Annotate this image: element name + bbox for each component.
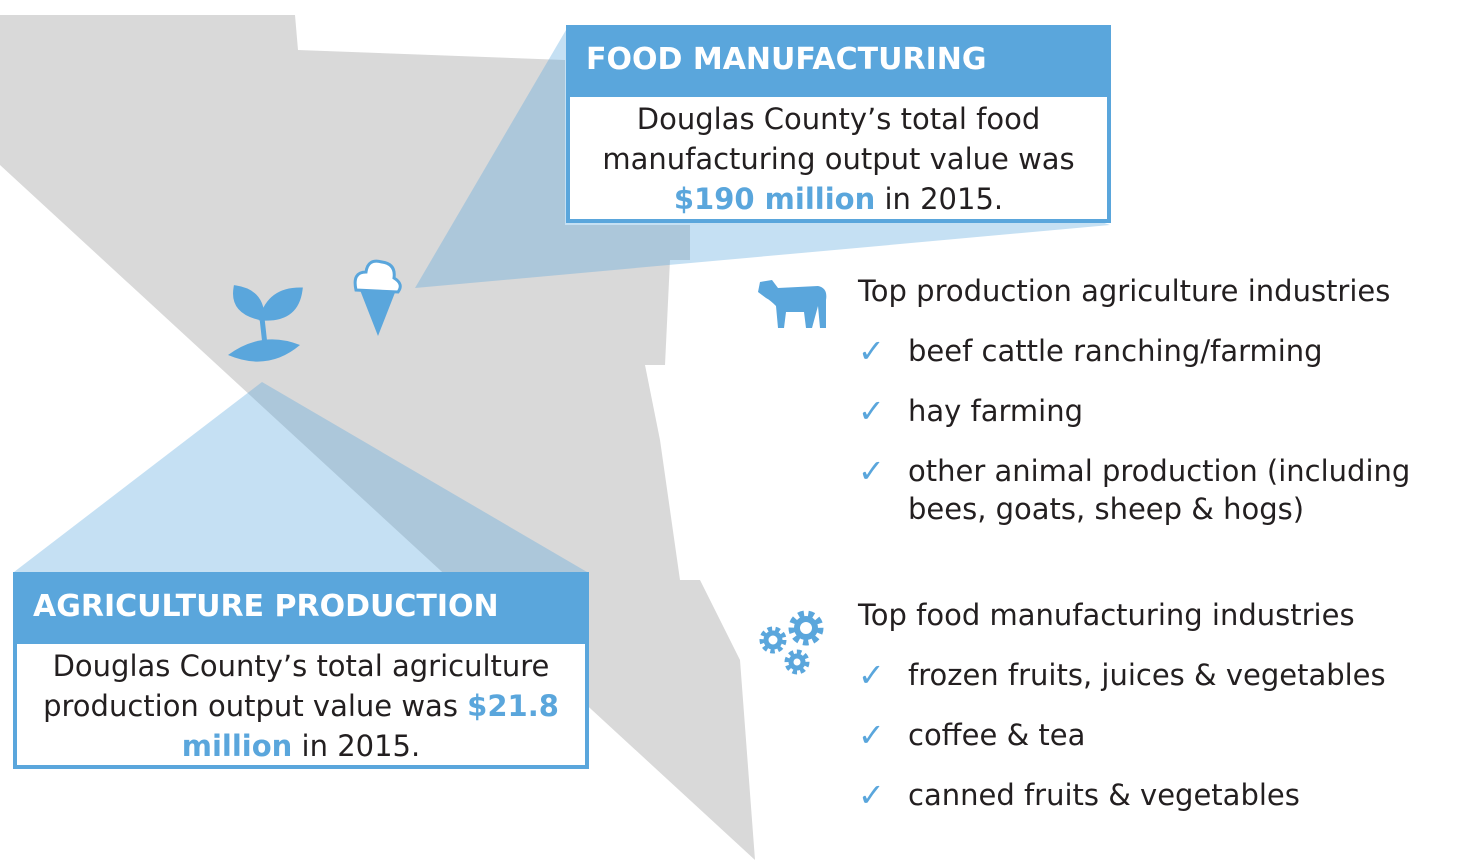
agriculture-highlight: $21.8 million <box>181 689 559 763</box>
food-callout: FOOD MANUFACTURING Douglas County’s tota… <box>566 25 1111 223</box>
manufacturing-item: frozen fruits, juices & vegetables <box>858 656 1448 694</box>
food-text: Douglas County’s total food manufacturin… <box>602 102 1075 176</box>
food-suffix: in 2015. <box>884 182 1004 216</box>
agriculture-body: Douglas County’s total agriculture produ… <box>17 644 585 768</box>
production-list: Top production agriculture industries be… <box>858 272 1448 528</box>
cow-icon <box>758 280 827 328</box>
plant-icon <box>228 285 303 362</box>
food-title: FOOD MANUFACTURING <box>570 29 1107 97</box>
production-item: beef cattle ranching/farming <box>858 332 1448 370</box>
agriculture-beam <box>14 382 587 572</box>
manufacturing-heading: Top food manufacturing industries <box>858 598 1355 632</box>
manufacturing-item: coffee & tea <box>858 716 1448 754</box>
ice-cream-icon <box>353 259 402 336</box>
agriculture-title: AGRICULTURE PRODUCTION <box>17 576 585 644</box>
agriculture-text: Douglas County’s total agriculture produ… <box>43 649 550 723</box>
food-body: Douglas County’s total food manufacturin… <box>570 97 1107 221</box>
manufacturing-list: Top food manufacturing industries frozen… <box>858 596 1448 814</box>
production-heading: Top production agriculture industries <box>858 274 1391 308</box>
gears-icon <box>759 610 824 675</box>
agriculture-callout: AGRICULTURE PRODUCTION Douglas County’s … <box>13 572 589 769</box>
production-item: hay farming <box>858 392 1448 430</box>
production-item: other animal production (including bees,… <box>858 452 1448 528</box>
manufacturing-item: canned fruits & vegetables <box>858 776 1448 814</box>
agriculture-suffix: in 2015. <box>301 729 421 763</box>
food-highlight: $190 million <box>673 182 876 216</box>
